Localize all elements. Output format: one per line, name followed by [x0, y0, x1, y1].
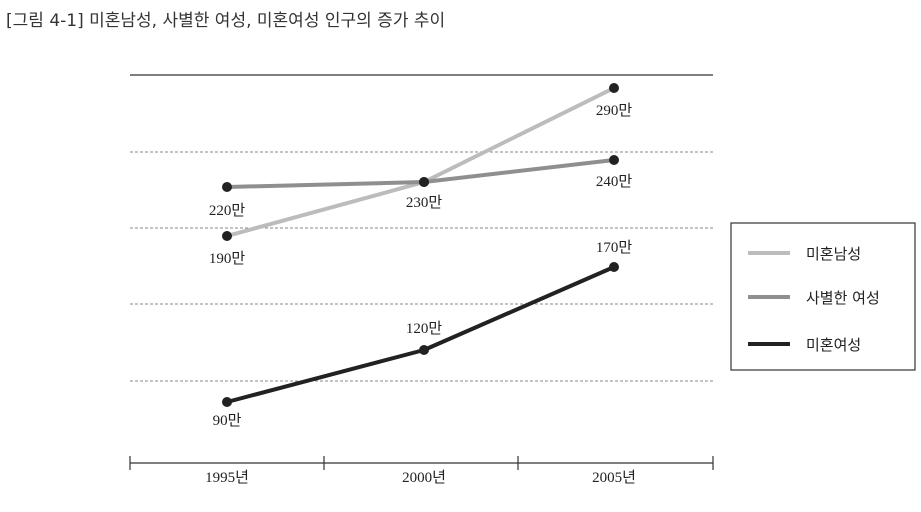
data-points [222, 83, 619, 407]
data-label: 120만 [406, 320, 443, 337]
data-point [419, 177, 429, 187]
data-labels: 190만 230만 290만 220만 240만 90만 120만 170만 [209, 102, 633, 429]
data-point [609, 83, 619, 93]
x-axis: 1995년 2000년 2005년 [129, 456, 714, 486]
legend-label-1: 미혼남성 [806, 245, 861, 263]
gridlines [130, 74, 713, 382]
data-label: 290만 [596, 102, 633, 119]
x-tick-label: 2005년 [592, 469, 636, 486]
data-label: 230만 [406, 194, 443, 211]
legend-label-3: 미혼여성 [806, 336, 861, 354]
series-lines [226, 86, 615, 404]
legend-label-2: 사별한 여성 [806, 289, 880, 307]
data-label: 190만 [209, 250, 246, 267]
data-label: 220만 [209, 202, 246, 219]
data-point [609, 155, 619, 165]
data-point [609, 262, 619, 272]
data-label: 240만 [596, 173, 633, 190]
data-label: 90만 [213, 412, 242, 429]
data-point [222, 182, 232, 192]
x-tick-label: 1995년 [205, 469, 249, 486]
data-label: 170만 [596, 239, 633, 256]
series-line-1 [226, 86, 615, 238]
data-point [222, 397, 232, 407]
x-tick-label: 2000년 [402, 469, 446, 486]
data-point [222, 231, 232, 241]
data-point [419, 345, 429, 355]
chart-title: [그림 4-1] 미혼남성, 사별한 여성, 미혼여성 인구의 증가 추이 [6, 11, 446, 31]
